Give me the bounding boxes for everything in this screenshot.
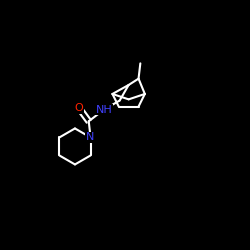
Text: O: O [74, 103, 83, 113]
Text: NH: NH [96, 104, 112, 115]
Text: N: N [86, 132, 95, 142]
